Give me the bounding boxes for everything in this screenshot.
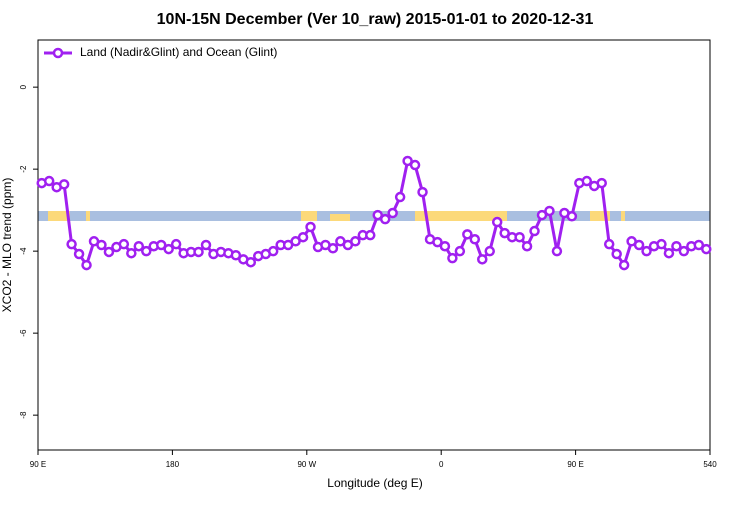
land-strip: [415, 211, 507, 221]
land-strip: [621, 211, 625, 221]
data-point: [297, 231, 309, 243]
data-point: [447, 252, 458, 264]
data-point: [641, 245, 652, 257]
y-axis-label: XCO2 - MLO trend (ppm): [0, 178, 14, 313]
land-strip: [86, 211, 90, 221]
data-point: [193, 246, 204, 258]
data-point: [350, 236, 361, 247]
land-strip: [590, 211, 610, 221]
data-point: [402, 155, 413, 167]
data-point: [379, 213, 391, 225]
chart-title: 10N-15N December (Ver 10_raw) 2015-01-01…: [157, 11, 594, 28]
land-strip: [301, 211, 317, 221]
data-point: [417, 186, 428, 198]
data-point: [432, 236, 443, 248]
data-point: [439, 240, 451, 252]
data-point: [671, 240, 682, 252]
data-point: [596, 177, 607, 189]
data-point: [536, 209, 548, 221]
data-point: [365, 229, 376, 241]
data-point: [544, 205, 555, 217]
data-point: [409, 159, 421, 171]
data-point: [141, 245, 152, 257]
data-point: [43, 175, 55, 187]
data-point: [663, 247, 675, 259]
x-tick-label: 90 E: [567, 460, 583, 469]
data-point: [163, 243, 174, 255]
land-strip: [48, 211, 70, 221]
y-tick-label: -4: [19, 247, 28, 255]
plot-frame: [37, 39, 711, 451]
legend-marker: [52, 47, 64, 59]
y-tick-label: -8: [19, 411, 28, 419]
x-tick-label: 90 W: [297, 460, 316, 469]
data-point: [66, 238, 77, 250]
data-point: [581, 175, 593, 187]
data-point: [170, 238, 182, 250]
data-point: [126, 247, 137, 259]
data-point: [469, 234, 481, 245]
data-point: [633, 239, 645, 251]
data-point: [462, 229, 473, 240]
data-point: [267, 245, 279, 257]
data-point: [372, 209, 383, 221]
data-point: [290, 236, 301, 247]
x-tick-label: 0: [439, 460, 444, 469]
data-point: [230, 250, 242, 261]
data-point: [514, 231, 525, 243]
data-point: [387, 207, 398, 219]
data-point: [656, 238, 667, 250]
data-point: [394, 191, 406, 203]
data-point: [200, 239, 212, 251]
data-point: [529, 225, 540, 237]
data-point: [484, 245, 495, 257]
x-tick-label: 180: [166, 460, 180, 469]
data-point: [551, 245, 563, 257]
y-tick-label: 0: [19, 84, 28, 89]
data-point: [618, 259, 630, 271]
data-point: [103, 246, 115, 258]
data-point: [58, 179, 70, 190]
data-point: [477, 254, 488, 265]
data-point: [81, 259, 92, 271]
data-point: [491, 216, 503, 228]
data-point: [499, 227, 510, 239]
data-point: [611, 248, 622, 260]
data-point: [566, 211, 578, 222]
data-point: [701, 243, 712, 255]
data-point: [155, 239, 167, 251]
x-axis-label: Longitude (deg E): [327, 476, 422, 490]
data-point: [678, 245, 690, 257]
data-point: [96, 239, 107, 251]
data-point: [454, 245, 466, 257]
x-tick-label: 90 E: [30, 460, 46, 469]
data-point: [305, 221, 316, 233]
land-strip: [330, 214, 350, 221]
data-point: [521, 240, 533, 252]
data-point: [133, 240, 145, 252]
y-tick-label: -6: [19, 329, 28, 337]
data-point: [245, 256, 257, 268]
legend-label: Land (Nadir&Glint) and Ocean (Glint): [80, 45, 277, 59]
data-point: [118, 238, 130, 250]
data-point: [603, 238, 615, 250]
x-tick-label: 540: [703, 460, 717, 469]
data-point: [327, 243, 339, 254]
y-tick-label: -2: [19, 165, 28, 173]
data-point: [693, 239, 705, 251]
data-point: [73, 248, 85, 260]
